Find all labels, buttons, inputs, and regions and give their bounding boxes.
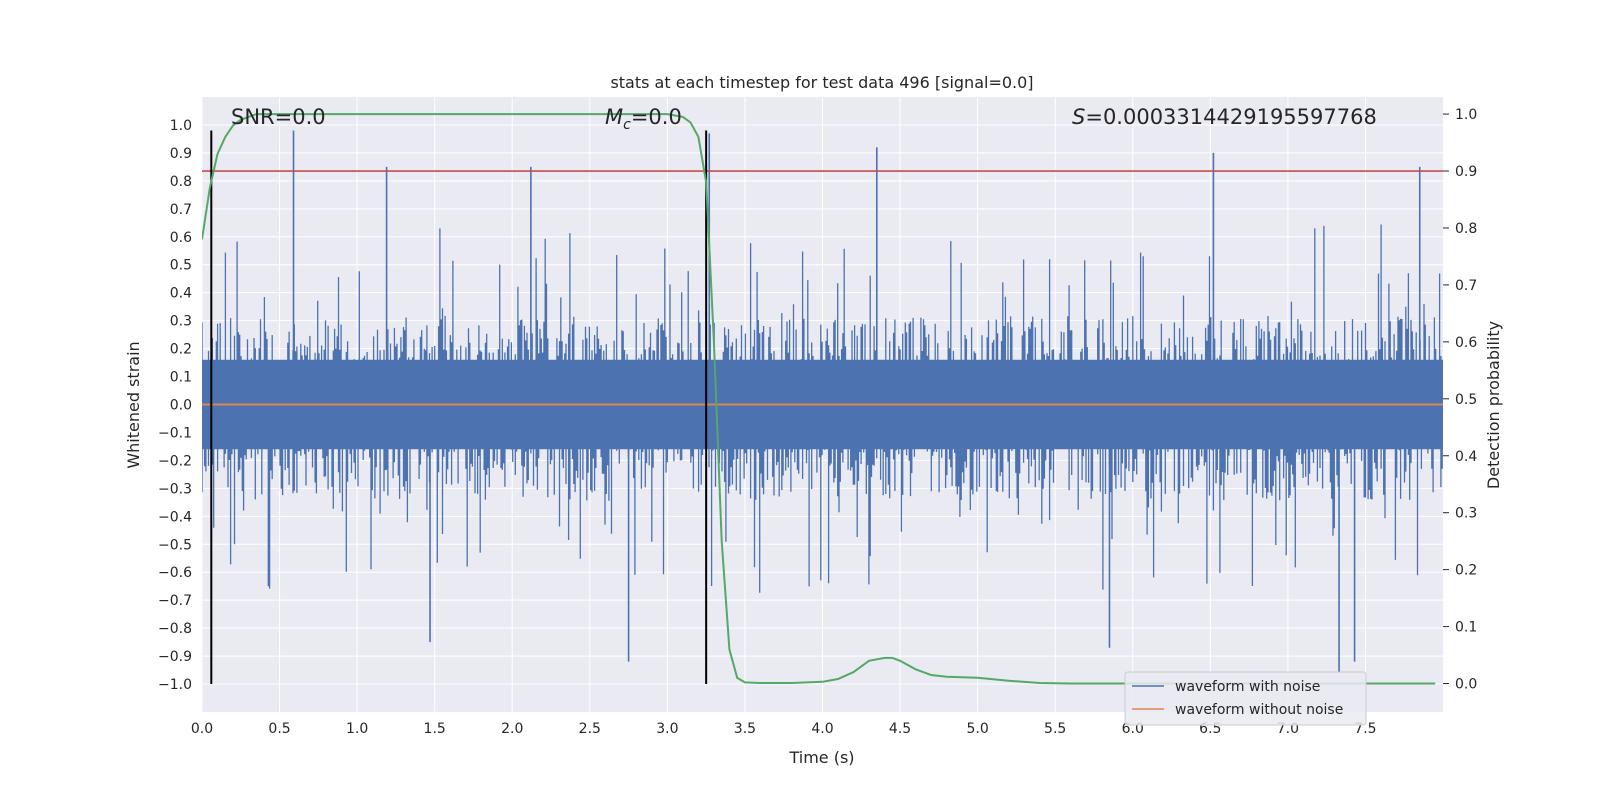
x-tick-label: 3.0 <box>656 721 678 737</box>
y2-tick-label: 0.0 <box>1455 677 1477 693</box>
mc-annotation: Mc=0.0 <box>605 105 682 133</box>
x-axis-label: Time (s) <box>788 748 854 767</box>
y-tick-label: 0.5 <box>170 258 192 274</box>
x-tick-label: 2.0 <box>501 721 523 737</box>
y2-tick-label: 0.3 <box>1455 506 1477 522</box>
y2-tick-label: 0.5 <box>1455 392 1477 408</box>
legend-label-clean: waveform without noise <box>1175 702 1343 718</box>
mc-subscript: c <box>623 117 631 133</box>
y-tick-label: 1.0 <box>170 118 192 134</box>
y-axis-label: Whitened strain <box>124 341 143 468</box>
x-tick-label: 4.0 <box>811 721 833 737</box>
y-tick-label: 0.4 <box>170 286 192 302</box>
y-tick-label: 0.8 <box>170 174 192 190</box>
mc-name: M <box>605 105 623 129</box>
chart-title: stats at each timestep for test data 496… <box>610 73 1033 92</box>
y2-tick-label: 0.2 <box>1455 563 1477 579</box>
y2-tick-label: 0.7 <box>1455 278 1477 294</box>
y2-axis-ticks: 1.0 0.9 0.8 0.7 0.6 0.5 0.4 0.3 0.2 0.1 0.0 <box>1443 107 1477 693</box>
x-tick-label: 3.5 <box>734 721 756 737</box>
x-tick-label: 2.5 <box>579 721 601 737</box>
detection-probability-series <box>202 113 1436 685</box>
detection-probability-line <box>202 113 1436 685</box>
s-annotation: S=0.0003314429195597768 <box>1072 105 1377 129</box>
y-tick-label: −0.8 <box>158 621 192 637</box>
legend-box <box>1124 671 1367 726</box>
y-tick-label: −0.2 <box>158 453 192 469</box>
y-tick-label: 0.7 <box>170 202 192 218</box>
y-tick-label: −0.3 <box>158 481 192 497</box>
legend-label-noise: waveform with noise <box>1175 679 1320 695</box>
x-tick-label: 1.0 <box>346 721 368 737</box>
x-tick-label: 5.0 <box>966 721 988 737</box>
x-tick-label: 5.5 <box>1044 721 1066 737</box>
y2-tick-label: 0.6 <box>1455 335 1477 351</box>
y-tick-label: −0.7 <box>158 593 192 609</box>
s-value: =0.0003314429195597768 <box>1085 105 1377 129</box>
y-tick-label: −0.5 <box>158 537 192 553</box>
y2-tick-label: 0.1 <box>1455 620 1477 636</box>
x-tick-label: 1.5 <box>424 721 446 737</box>
y2-tick-label: 0.4 <box>1455 449 1477 465</box>
snr-name: SNR <box>231 105 275 129</box>
x-tick-label: 0.0 <box>191 721 213 737</box>
y-tick-label: 0.1 <box>170 370 192 386</box>
y-tick-label: −0.9 <box>158 649 192 665</box>
x-tick-label: 4.5 <box>889 721 911 737</box>
y-tick-label: 0.3 <box>170 314 192 330</box>
y-tick-label: −1.0 <box>158 677 192 693</box>
y-tick-label: −0.4 <box>158 509 192 525</box>
y-tick-label: 0.2 <box>170 342 192 358</box>
y-tick-label: −0.1 <box>158 425 192 441</box>
y-axis-ticks: 1.0 0.9 0.8 0.7 0.6 0.5 0.4 0.3 0.2 0.1 0.0 −0.1 −0.… <box>158 118 192 693</box>
mc-value: =0.0 <box>631 105 682 129</box>
y-tick-label: 0.0 <box>170 398 192 414</box>
snr-annotation: SNR=0.0 <box>231 105 326 129</box>
y2-axis-label: Detection probability <box>1484 321 1503 489</box>
legend: waveform with noise waveform without noi… <box>1124 671 1367 726</box>
y2-tick-label: 0.8 <box>1455 221 1477 237</box>
x-tick-label: 0.5 <box>268 721 290 737</box>
y-tick-label: −0.6 <box>158 565 192 581</box>
y-tick-label: 0.9 <box>170 146 192 162</box>
y-tick-label: 0.6 <box>170 230 192 246</box>
s-name: S <box>1072 105 1085 129</box>
snr-value: =0.0 <box>275 105 326 129</box>
y2-tick-label: 0.9 <box>1455 164 1477 180</box>
reference-lines <box>202 130 1443 685</box>
y2-tick-label: 1.0 <box>1455 107 1477 123</box>
